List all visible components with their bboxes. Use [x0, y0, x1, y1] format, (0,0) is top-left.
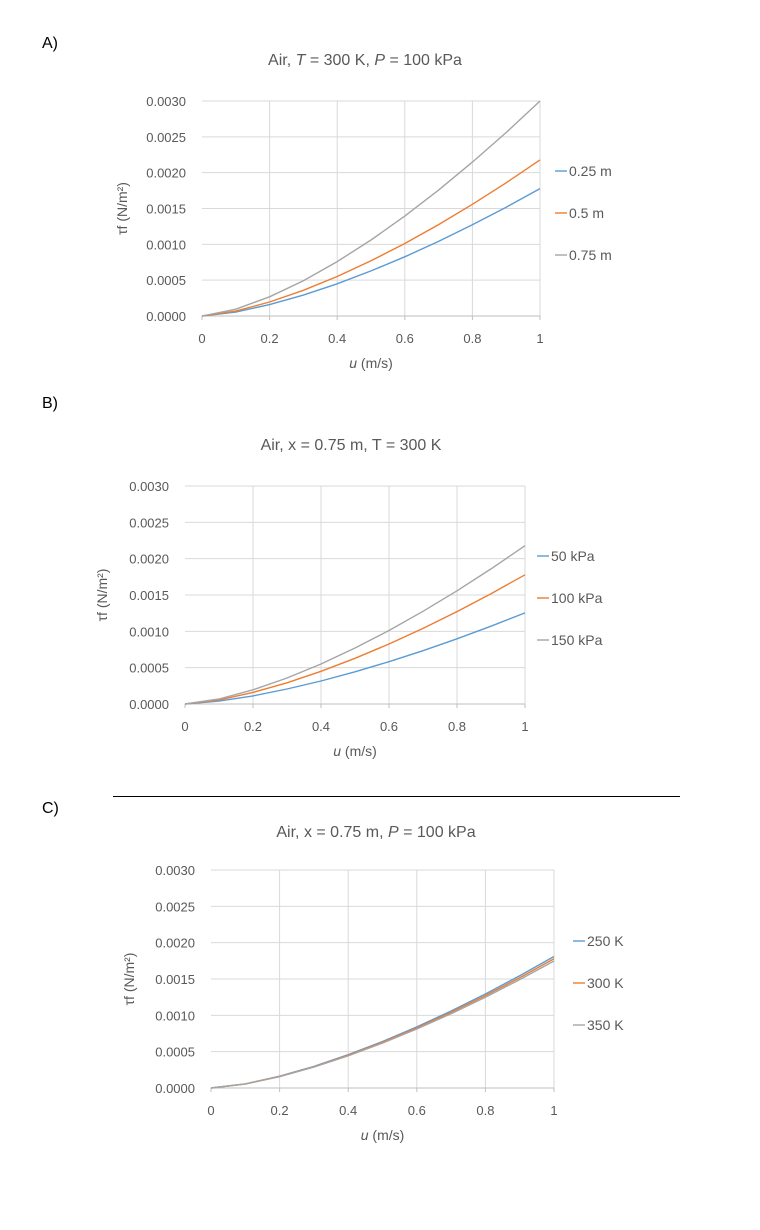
y-tick-label: 0.0030	[129, 479, 169, 494]
x-axis-label: u (m/s)	[361, 1127, 405, 1143]
chart-title: Air, T = 300 K, P = 100 kPa	[268, 52, 462, 69]
chart-title-part: = 100 kPa	[385, 52, 462, 69]
y-tick-label: 0.0005	[129, 661, 169, 676]
chart-title-part: Air, x = 0.75 m,	[276, 824, 388, 841]
legend-label: 100 kPa	[551, 590, 603, 606]
x-tick-label: 0.2	[244, 719, 262, 734]
chart-a: Air, T = 300 K, P = 100 kPa 0 0.2 0.4 0.6 0.8…	[114, 52, 612, 371]
chart-title-part: = 300 K,	[305, 52, 374, 69]
y-tick-label: 0.0015	[146, 202, 186, 217]
x-tick-label: 0.4	[339, 1103, 357, 1118]
legend-label: 300 K	[587, 975, 624, 991]
x-tick-label: 1	[550, 1103, 557, 1118]
legend-label: 0.75 m	[569, 247, 612, 263]
x-tick-label: 0.6	[396, 331, 414, 346]
y-tick-label: 0.0005	[155, 1045, 195, 1060]
legend-label: 250 K	[587, 933, 624, 949]
panel-label-b: B)	[42, 395, 58, 412]
y-axis-label: τf (N/m²)	[94, 569, 110, 622]
chart-title: Air, x = 0.75 m, T = 300 K	[261, 437, 442, 454]
panel-label-c: C)	[42, 800, 59, 817]
chart-b: Air, x = 0.75 m, T = 300 K 0 0.2 0.4 0.6 0.8 1…	[94, 437, 603, 759]
chart-c: Air, x = 0.75 m, P = 100 kPa 0 0.2 0.4 0.6 0.…	[121, 824, 624, 1143]
x-tick-label: 0.2	[271, 1103, 289, 1118]
y-tick-label: 0.0000	[146, 309, 186, 324]
x-tick-label: 0	[198, 331, 205, 346]
chart-title-part: = 100 kPa	[399, 824, 476, 841]
legend-label: 0.5 m	[569, 205, 604, 221]
y-tick-label: 0.0030	[146, 94, 186, 109]
series-line-50-kPa	[184, 612, 526, 705]
chart-title-part: Air,	[268, 52, 296, 69]
chart-title: Air, x = 0.75 m, P = 100 kPa	[276, 824, 475, 841]
y-tick-label: 0.0020	[146, 166, 186, 181]
chart-title-part: Air, x = 0.75 m, T = 300 K	[261, 437, 442, 454]
legend-label: 0.25 m	[569, 163, 612, 179]
x-tick-label: 0.6	[408, 1103, 426, 1118]
x-tick-label: 1	[536, 331, 543, 346]
y-tick-label: 0.0005	[146, 273, 186, 288]
x-axis-label: u (m/s)	[349, 355, 393, 371]
series-line-250-K	[210, 955, 555, 1089]
y-tick-label: 0.0015	[155, 972, 195, 987]
series-line-150-kPa	[184, 545, 526, 705]
y-axis-label: τf (N/m²)	[121, 953, 137, 1006]
y-tick-label: 0.0025	[155, 899, 195, 914]
y-tick-label: 0.0010	[129, 624, 169, 639]
chart-title-part: P	[388, 824, 399, 841]
chart-title-part: T	[296, 52, 307, 69]
x-tick-label: 0.8	[448, 719, 466, 734]
x-tick-label: 0.4	[328, 331, 346, 346]
y-tick-label: 0.0000	[129, 697, 169, 712]
x-tick-label: 0.2	[261, 331, 279, 346]
chart-title-part: P	[374, 52, 385, 69]
series-line-0_75-m	[201, 100, 541, 317]
legend-label: 50 kPa	[551, 548, 595, 564]
separator-line	[113, 796, 680, 797]
x-axis-label: u (m/s)	[333, 743, 377, 759]
y-axis-label: τf (N/m²)	[114, 182, 130, 235]
x-tick-label: 0.8	[476, 1103, 494, 1118]
legend-label: 350 K	[587, 1017, 624, 1033]
x-tick-label: 0	[181, 719, 188, 734]
x-tick-label: 0.6	[380, 719, 398, 734]
legend-label: 150 kPa	[551, 632, 603, 648]
series-line-350-K	[210, 960, 555, 1089]
y-tick-label: 0.0010	[155, 1008, 195, 1023]
x-tick-label: 0.8	[463, 331, 481, 346]
y-tick-label: 0.0015	[129, 588, 169, 603]
y-tick-label: 0.0025	[146, 130, 186, 145]
y-tick-label: 0.0000	[155, 1081, 195, 1096]
x-tick-label: 0	[207, 1103, 214, 1118]
panel-label-a: A)	[42, 35, 58, 52]
x-tick-label: 1	[521, 719, 528, 734]
series-line-100-kPa	[184, 574, 526, 705]
y-tick-label: 0.0025	[129, 515, 169, 530]
y-tick-label: 0.0020	[129, 552, 169, 567]
y-tick-label: 0.0010	[146, 237, 186, 252]
series-line-0_25-m	[201, 187, 541, 317]
y-tick-label: 0.0030	[155, 863, 195, 878]
series-line-300-K	[210, 958, 555, 1089]
series-line-0_5-m	[201, 159, 541, 317]
x-tick-label: 0.4	[312, 719, 330, 734]
y-tick-label: 0.0020	[155, 936, 195, 951]
